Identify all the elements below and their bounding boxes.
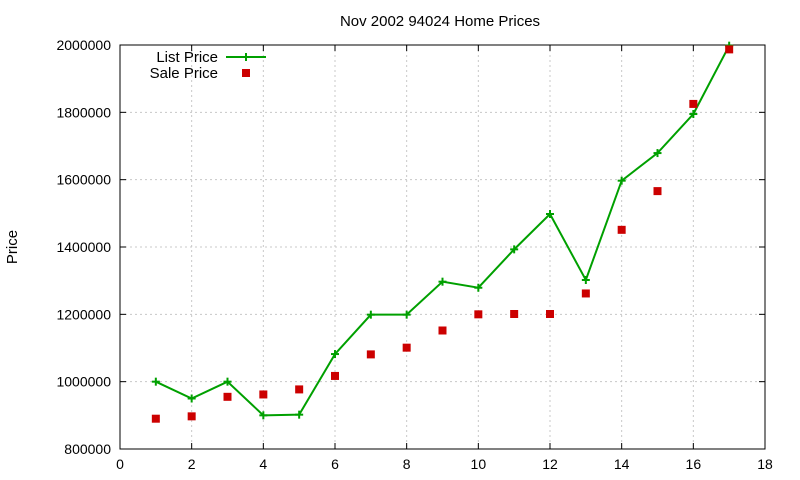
sale-price-point (617, 225, 626, 234)
sale-price-point (295, 385, 304, 394)
y-tick-label: 1600000 (56, 172, 111, 188)
x-tick-label: 8 (403, 456, 411, 472)
sale-price-point (438, 326, 447, 335)
x-tick-label: 4 (259, 456, 267, 472)
sale-price-point (366, 350, 375, 359)
sale-price-point (725, 45, 734, 54)
x-tick-label: 16 (686, 456, 702, 472)
x-tick-label: 10 (471, 456, 487, 472)
sale-price-point (402, 343, 411, 352)
sale-price-point (331, 371, 339, 380)
list-price-point (546, 210, 554, 219)
x-tick-label: 12 (542, 456, 558, 472)
y-axis-label: Price (4, 230, 21, 264)
sale-price-point (653, 187, 662, 196)
list-price-point (295, 410, 304, 419)
list-price-point (438, 277, 447, 286)
y-tick-label: 800000 (64, 441, 111, 457)
list-price-point (366, 310, 375, 319)
grid (120, 45, 765, 449)
x-tick-label: 0 (116, 456, 124, 472)
list-price-point (617, 176, 626, 185)
series-list-price (151, 41, 734, 420)
x-tick-label: 14 (614, 456, 630, 472)
sale-price-point (510, 309, 519, 318)
list-price-point (187, 394, 196, 403)
y-tick-label: 1400000 (56, 239, 111, 255)
sale-price-point (474, 310, 483, 319)
legend-square-marker (242, 69, 250, 77)
list-price-point (331, 350, 339, 359)
sale-price-point (223, 392, 232, 401)
y-tick-label: 1800000 (56, 104, 111, 120)
list-price-point (402, 310, 411, 319)
legend-plus-marker (242, 53, 250, 61)
legend-label: List Price (156, 49, 218, 66)
list-price-point (474, 283, 483, 292)
sale-price-point (151, 414, 160, 423)
y-tick-label: 1200000 (56, 306, 111, 322)
sale-price-point (689, 99, 698, 108)
list-price-point (259, 411, 268, 420)
sale-price-point (259, 390, 268, 399)
series-layer (151, 41, 734, 423)
list-price-line (155, 45, 731, 417)
x-tick-label: 18 (757, 456, 773, 472)
legend-label: Sale Price (150, 65, 218, 82)
list-price-point (223, 377, 232, 386)
sale-price-point (187, 412, 196, 421)
list-price-point (510, 245, 519, 254)
list-price-point (689, 110, 698, 119)
axis-ticks: 0 2 4 6 8 10 12 14 16 18 800000 1000000 1200000 14000… (56, 37, 773, 472)
y-tick-label: 2000000 (56, 37, 111, 53)
sale-price-point (581, 289, 590, 298)
x-tick-label: 2 (188, 456, 196, 472)
list-price-point (151, 377, 160, 386)
chart-title: Nov 2002 94024 Home Prices (340, 13, 540, 30)
x-tick-label: 6 (331, 456, 339, 472)
list-price-point (653, 149, 662, 158)
list-price-point (581, 275, 590, 284)
sale-price-point (546, 309, 554, 318)
y-tick-label: 1000000 (56, 374, 111, 390)
series-sale-price (151, 45, 734, 423)
